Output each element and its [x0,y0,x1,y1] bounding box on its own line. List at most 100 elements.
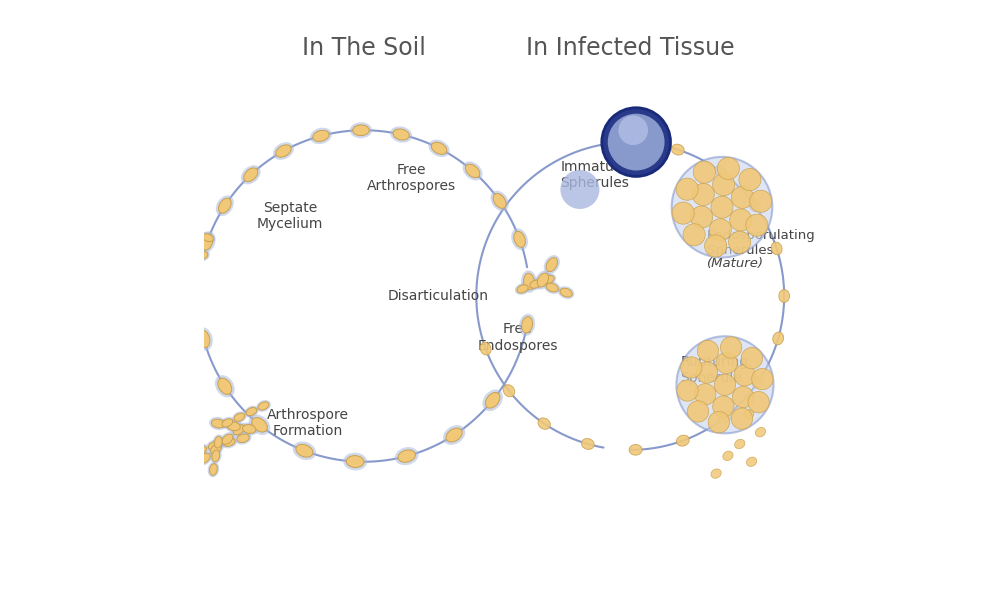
Ellipse shape [246,407,257,416]
Ellipse shape [752,376,764,388]
Circle shape [739,169,761,191]
Ellipse shape [233,424,244,435]
Circle shape [711,196,733,218]
Ellipse shape [528,278,543,290]
Ellipse shape [723,451,733,461]
Ellipse shape [188,249,197,260]
Circle shape [709,218,731,241]
Text: Endosporulating
Spherules: Endosporulating Spherules [707,229,816,257]
Ellipse shape [220,432,235,446]
Circle shape [695,384,716,405]
Ellipse shape [206,440,223,452]
Circle shape [693,161,715,183]
Ellipse shape [197,252,208,260]
Ellipse shape [173,207,185,221]
Text: Immature
Spherules: Immature Spherules [560,159,629,190]
Ellipse shape [183,223,195,239]
Ellipse shape [188,211,195,223]
Circle shape [602,108,670,176]
Circle shape [731,408,753,429]
Text: In Infected Tissue: In Infected Tissue [526,36,735,60]
Ellipse shape [276,145,291,157]
Text: Free
Endospores: Free Endospores [478,322,558,353]
Ellipse shape [181,237,193,252]
Ellipse shape [165,220,176,228]
Ellipse shape [350,123,372,139]
Ellipse shape [711,469,721,478]
Circle shape [608,114,665,170]
Circle shape [676,178,698,200]
Circle shape [729,231,751,253]
Ellipse shape [209,417,227,430]
Circle shape [618,115,648,145]
Circle shape [732,387,754,408]
Ellipse shape [194,446,206,454]
Ellipse shape [249,414,270,435]
Circle shape [731,186,753,208]
Ellipse shape [218,198,231,213]
Text: Septate
Mycelium: Septate Mycelium [257,201,323,231]
Ellipse shape [485,392,500,408]
Text: Free
Arthrospores: Free Arthrospores [367,162,456,193]
Circle shape [692,184,714,205]
Ellipse shape [223,438,235,446]
Ellipse shape [744,410,754,419]
Ellipse shape [252,417,267,432]
Ellipse shape [190,229,201,237]
Circle shape [717,157,739,179]
Circle shape [716,352,737,374]
Ellipse shape [186,210,197,225]
Ellipse shape [211,419,225,428]
Circle shape [696,362,718,383]
Circle shape [672,202,694,224]
Circle shape [560,170,599,209]
Ellipse shape [218,378,232,394]
Ellipse shape [193,241,205,255]
Ellipse shape [771,242,782,255]
Ellipse shape [296,445,313,457]
Circle shape [734,365,755,386]
Ellipse shape [242,424,256,433]
Ellipse shape [490,191,509,211]
Ellipse shape [240,422,258,436]
Ellipse shape [195,238,203,249]
Ellipse shape [293,442,316,460]
Ellipse shape [465,164,480,178]
Circle shape [720,337,742,358]
Ellipse shape [503,385,515,397]
Ellipse shape [560,288,572,297]
Circle shape [746,214,768,236]
Ellipse shape [212,450,220,462]
Ellipse shape [188,231,197,242]
Ellipse shape [735,439,745,449]
Ellipse shape [210,464,217,475]
Ellipse shape [428,140,450,157]
Ellipse shape [203,234,213,242]
Ellipse shape [194,250,210,262]
Ellipse shape [629,445,642,455]
Ellipse shape [431,142,447,155]
Circle shape [708,411,730,433]
Ellipse shape [182,220,190,230]
Ellipse shape [346,456,364,468]
Ellipse shape [237,434,249,442]
Ellipse shape [244,168,258,182]
Circle shape [697,340,719,362]
Ellipse shape [211,443,222,454]
Ellipse shape [182,261,190,272]
Ellipse shape [192,443,209,456]
Ellipse shape [313,130,329,141]
Ellipse shape [201,232,215,243]
Ellipse shape [544,281,560,294]
Circle shape [730,209,752,231]
Ellipse shape [244,406,259,417]
Ellipse shape [676,435,689,446]
Ellipse shape [558,286,574,299]
Ellipse shape [273,142,294,160]
Ellipse shape [514,231,525,247]
Ellipse shape [215,375,235,397]
Ellipse shape [195,243,203,253]
Ellipse shape [522,317,533,333]
Ellipse shape [393,129,409,140]
Ellipse shape [222,434,233,445]
